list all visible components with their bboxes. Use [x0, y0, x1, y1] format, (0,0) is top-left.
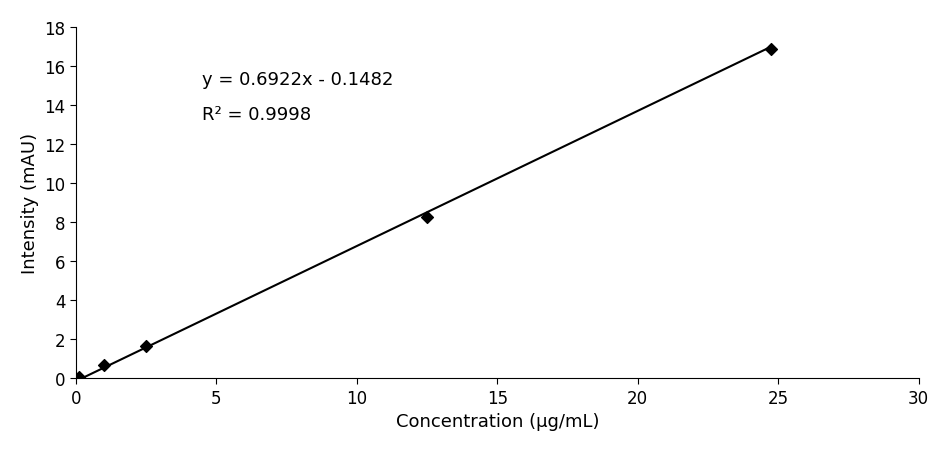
Point	[71, 373, 86, 381]
Point	[139, 343, 154, 350]
Text: y = 0.6922x - 0.1482: y = 0.6922x - 0.1482	[202, 71, 394, 88]
Text: R² = 0.9998: R² = 0.9998	[202, 106, 312, 124]
Point	[764, 46, 779, 54]
Point	[97, 361, 112, 368]
Point	[420, 214, 435, 221]
Y-axis label: Intensity (mAU): Intensity (mAU)	[21, 133, 39, 273]
X-axis label: Concentration (µg/mL): Concentration (µg/mL)	[395, 412, 599, 430]
